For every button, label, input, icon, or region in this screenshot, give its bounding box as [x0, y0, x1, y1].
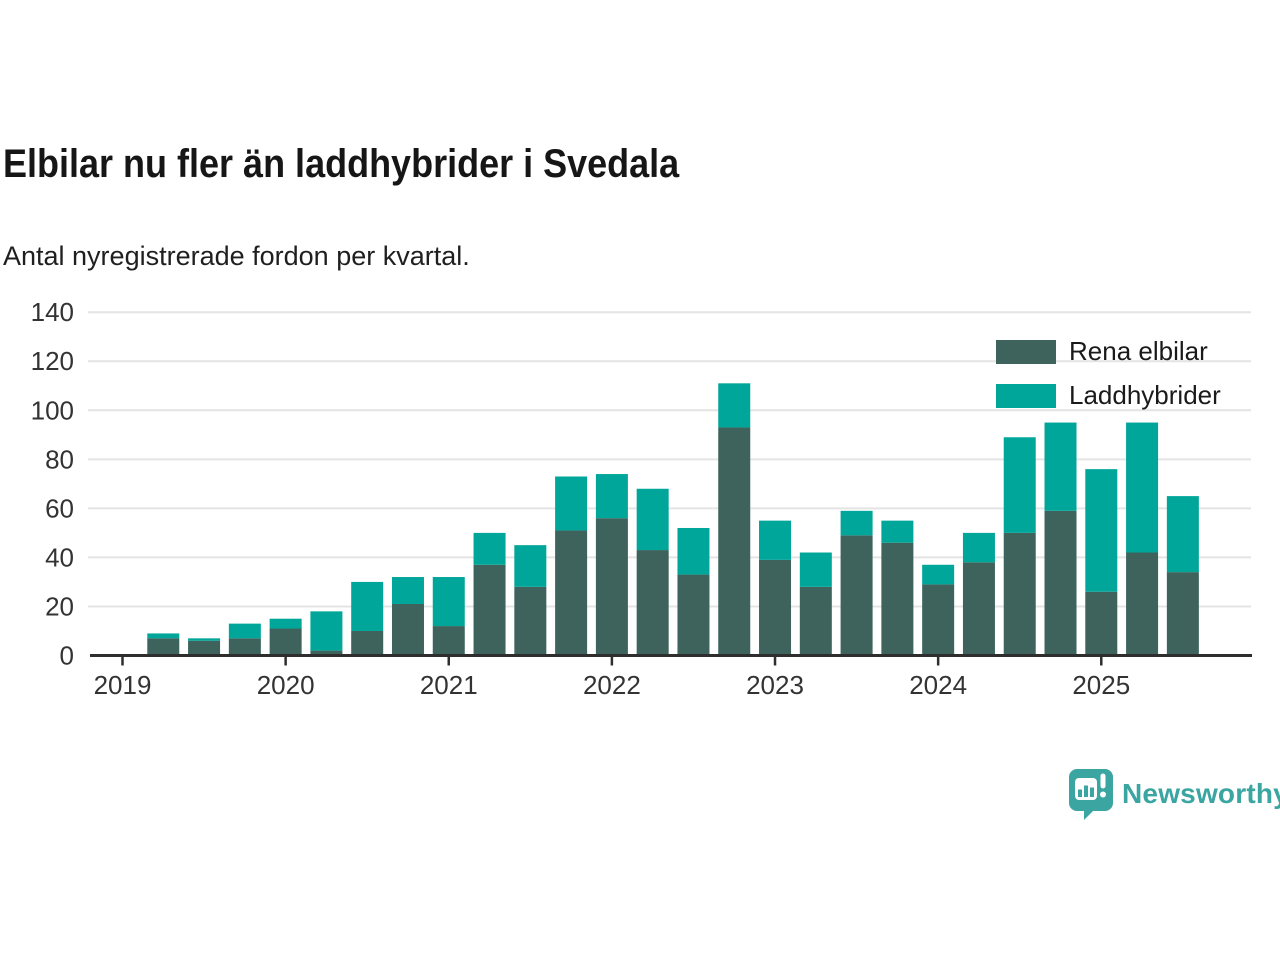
- bar-elbilar-2021 Q2: [473, 564, 506, 656]
- legend-item-laddhybrider: Laddhybrider: [996, 380, 1221, 411]
- bar-elbilar-2025 Q2: [1126, 552, 1159, 656]
- bar-elbilar-2024 Q1: [922, 584, 955, 656]
- chart-subtitle: Antal nyregistrerade fordon per kvartal.: [3, 241, 470, 271]
- bar-laddhybrider-2020 Q4: [391, 577, 424, 605]
- bar-laddhybrider-2024 Q2: [962, 532, 995, 563]
- bar-laddhybrider-2020 Q1: [269, 618, 302, 629]
- logo-bar-1: [1078, 789, 1082, 797]
- bar-elbilar-2019 Q4: [228, 638, 261, 656]
- bar-elbilar-2021 Q4: [555, 530, 588, 656]
- bar-laddhybrider-2025 Q2: [1126, 422, 1159, 553]
- logo-bar-3: [1090, 787, 1094, 797]
- logo-exclamation-dot: [1100, 791, 1106, 798]
- bar-laddhybrider-2021 Q4: [555, 476, 588, 531]
- bar-laddhybrider-2020 Q2: [310, 611, 343, 651]
- bar-laddhybrider-2019 Q2: [147, 633, 180, 639]
- x-tick-label-2020: 2020: [257, 670, 315, 700]
- x-tick-label-2023: 2023: [746, 670, 804, 700]
- y-tick-label-140: 140: [31, 297, 74, 327]
- bar-laddhybrider-2023 Q4: [881, 520, 914, 543]
- bar-elbilar-2020 Q3: [351, 630, 384, 656]
- chart-title: Elbilar nu fler än laddhybrider i Svedal…: [3, 142, 680, 186]
- bar-elbilar-2022 Q2: [636, 550, 669, 656]
- bar-elbilar-2022 Q4: [718, 427, 751, 656]
- bar-laddhybrider-2022 Q3: [677, 527, 710, 575]
- x-tick-label-2021: 2021: [420, 670, 478, 700]
- bar-elbilar-2021 Q1: [432, 626, 465, 656]
- bar-elbilar-2023 Q1: [759, 559, 792, 656]
- bar-elbilar-2021 Q3: [514, 586, 547, 656]
- y-tick-label-120: 120: [31, 346, 74, 376]
- bar-elbilar-2020 Q2: [310, 650, 343, 656]
- bar-laddhybrider-2020 Q3: [351, 581, 384, 631]
- legend-label-rena-elbilar: Rena elbilar: [1069, 336, 1208, 366]
- bar-elbilar-2022 Q3: [677, 574, 710, 656]
- bar-elbilar-2022 Q1: [595, 518, 628, 656]
- bar-elbilar-2024 Q3: [1003, 532, 1036, 656]
- bar-elbilar-2019 Q3: [188, 640, 221, 656]
- bar-laddhybrider-2023 Q3: [840, 510, 873, 536]
- newsworthy-logo-icon: [1069, 769, 1113, 820]
- x-tick-label-2025: 2025: [1072, 670, 1130, 700]
- bar-laddhybrider-2019 Q4: [228, 623, 261, 639]
- bar-laddhybrider-2024 Q1: [922, 564, 955, 585]
- bar-elbilar-2019 Q2: [147, 638, 180, 656]
- bar-laddhybrider-2022 Q4: [718, 383, 751, 428]
- y-tick-label-20: 20: [45, 591, 74, 621]
- bar-laddhybrider-2023 Q2: [799, 552, 832, 587]
- bar-elbilar-2025 Q3: [1166, 572, 1199, 656]
- y-tick-label-40: 40: [45, 542, 74, 572]
- bar-laddhybrider-2021 Q1: [432, 577, 465, 627]
- bar-elbilar-2020 Q1: [269, 628, 302, 656]
- bar-laddhybrider-2022 Q2: [636, 488, 669, 551]
- bar-elbilar-2023 Q4: [881, 542, 914, 656]
- legend-item-rena-elbilar: Rena elbilar: [996, 336, 1221, 367]
- bar-laddhybrider-2021 Q3: [514, 545, 547, 587]
- bar-elbilar-2023 Q2: [799, 586, 832, 656]
- x-tick-label-2022: 2022: [583, 670, 641, 700]
- bar-elbilar-2024 Q4: [1044, 510, 1077, 656]
- y-tick-label-60: 60: [45, 493, 74, 523]
- x-tick-label-2024: 2024: [909, 670, 967, 700]
- newsworthy-brand-text: Newsworthy: [1122, 778, 1280, 809]
- bar-laddhybrider-2024 Q3: [1003, 437, 1036, 533]
- bar-laddhybrider-2024 Q4: [1044, 422, 1077, 511]
- bar-laddhybrider-2021 Q2: [473, 532, 506, 565]
- bar-laddhybrider-2025 Q1: [1085, 469, 1118, 592]
- y-tick-label-100: 100: [31, 395, 74, 425]
- chart-legend: Rena elbilar Laddhybrider: [996, 336, 1221, 411]
- newsworthy-brand: Newsworthy: [1068, 768, 1280, 820]
- logo-bar-2: [1084, 785, 1088, 797]
- logo-exclamation-stem: [1100, 773, 1106, 789]
- y-tick-label-80: 80: [45, 444, 74, 474]
- legend-swatch-rena-elbilar: [996, 339, 1056, 364]
- bar-elbilar-2023 Q3: [840, 535, 873, 656]
- legend-label-laddhybrider: Laddhybrider: [1069, 380, 1221, 410]
- bar-laddhybrider-2023 Q1: [759, 520, 792, 560]
- bar-elbilar-2024 Q2: [962, 562, 995, 656]
- y-tick-label-0: 0: [60, 641, 74, 671]
- bar-laddhybrider-2019 Q3: [188, 638, 221, 641]
- bar-laddhybrider-2022 Q1: [595, 474, 628, 519]
- legend-swatch-laddhybrider: [996, 383, 1056, 408]
- bar-laddhybrider-2025 Q3: [1166, 496, 1199, 573]
- x-tick-label-2019: 2019: [94, 670, 152, 700]
- bar-elbilar-2020 Q4: [391, 604, 424, 656]
- bar-elbilar-2025 Q1: [1085, 591, 1118, 656]
